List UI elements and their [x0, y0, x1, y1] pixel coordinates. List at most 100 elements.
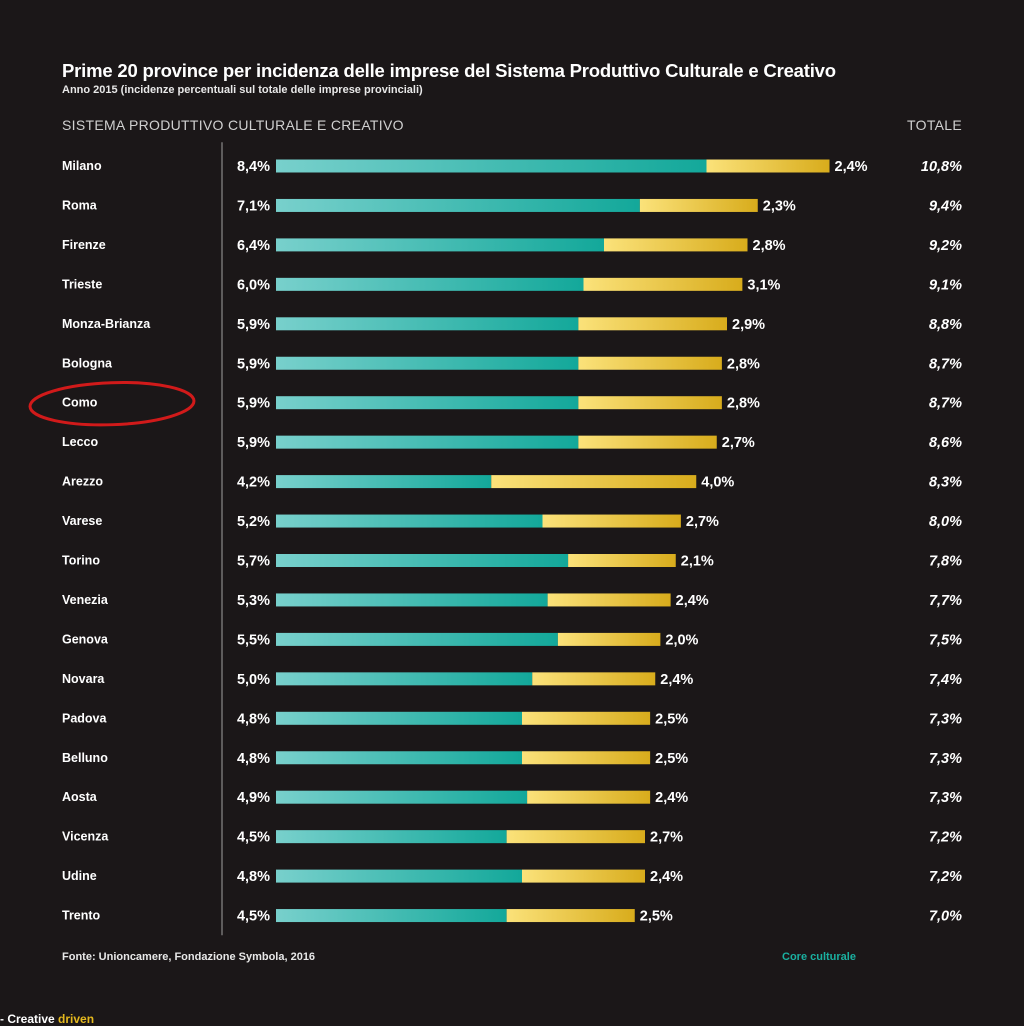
province-label: Torino	[62, 554, 100, 568]
creative-value-label: 2,7%	[722, 435, 755, 451]
core-value-label: 5,5%	[237, 632, 270, 648]
province-label: Como	[62, 396, 98, 410]
source-note: Fonte: Unioncamere, Fondazione Symbola, …	[62, 951, 316, 963]
bar-creative	[557, 632, 661, 646]
creative-value-label: 2,4%	[655, 790, 688, 806]
creative-value-label: 2,4%	[676, 593, 709, 609]
total-value-label: 7,4%	[929, 672, 962, 688]
total-value-label: 8,6%	[929, 435, 962, 451]
total-value-label: 7,0%	[929, 909, 962, 925]
total-value-label: 8,7%	[929, 356, 962, 372]
province-label: Varese	[62, 514, 102, 528]
total-value-label: 7,2%	[929, 869, 962, 885]
total-value-label: 7,3%	[929, 790, 962, 806]
total-value-label: 7,5%	[929, 632, 962, 648]
creative-value-label: 2,1%	[681, 554, 714, 570]
bar-creative	[604, 238, 748, 252]
bar-creative	[583, 277, 743, 291]
section-label: SISTEMA PRODUTTIVO CULTURALE E CREATIVO	[62, 117, 404, 133]
total-value-label: 7,2%	[929, 830, 962, 846]
bar-core	[276, 317, 579, 331]
core-value-label: 4,2%	[237, 475, 270, 491]
core-value-label: 5,3%	[237, 593, 270, 609]
total-value-label: 9,1%	[929, 277, 962, 293]
province-label: Roma	[62, 198, 98, 212]
bar-creative	[522, 869, 645, 883]
bar-creative	[527, 790, 651, 804]
creative-value-label: 2,4%	[650, 869, 683, 885]
bar-creative	[491, 475, 697, 489]
total-value-label: 7,3%	[929, 751, 962, 767]
total-value-label: 8,0%	[929, 514, 962, 530]
province-label: Lecco	[62, 435, 98, 449]
bar-core	[276, 356, 579, 370]
core-value-label: 4,8%	[237, 751, 270, 767]
province-label: Padova	[62, 711, 108, 725]
creative-value-label: 4,0%	[701, 475, 734, 491]
bar-core	[276, 475, 492, 489]
bar-core	[276, 711, 522, 725]
total-column-label: TOTALE	[907, 117, 962, 133]
province-label: Trieste	[62, 277, 102, 291]
province-label: Belluno	[62, 751, 108, 765]
province-label: Monza-Brianza	[62, 317, 151, 331]
creative-value-label: 2,8%	[727, 396, 760, 412]
province-label: Aosta	[62, 790, 98, 804]
bar-creative	[578, 435, 717, 449]
creative-value-label: 2,9%	[732, 317, 765, 333]
core-value-label: 5,9%	[237, 396, 270, 412]
bar-creative	[522, 711, 651, 725]
creative-value-label: 3,1%	[747, 277, 780, 293]
bar-creative	[578, 317, 727, 331]
core-value-label: 5,9%	[237, 317, 270, 333]
core-value-label: 4,9%	[237, 790, 270, 806]
core-value-label: 4,8%	[237, 711, 270, 727]
province-label: Vicenza	[62, 830, 109, 844]
province-label: Udine	[62, 869, 97, 883]
province-label: Bologna	[62, 356, 113, 370]
bar-core	[276, 514, 543, 528]
bar-core	[276, 198, 640, 212]
bar-core	[276, 790, 528, 804]
bar-creative	[542, 514, 681, 528]
core-value-label: 8,4%	[237, 159, 270, 175]
brand-tagline: - Creative driven	[0, 1012, 94, 1026]
brand-part-2: driven	[58, 1012, 95, 1026]
province-label: Trento	[62, 909, 101, 923]
total-value-label: 9,2%	[929, 238, 962, 254]
bar-core	[276, 632, 558, 646]
core-value-label: 5,0%	[237, 672, 270, 688]
total-value-label: 8,3%	[929, 475, 962, 491]
core-value-label: 5,9%	[237, 356, 270, 372]
province-label: Genova	[62, 632, 109, 646]
bar-creative	[568, 554, 676, 567]
creative-value-label: 2,5%	[655, 751, 688, 767]
core-value-label: 4,5%	[237, 830, 270, 846]
province-label: Venezia	[62, 593, 109, 607]
bar-creative	[532, 672, 656, 686]
bar-core	[276, 554, 569, 567]
bar-core	[276, 238, 604, 252]
total-value-label: 7,7%	[929, 593, 962, 609]
brand-part-1: - Creative	[0, 1012, 59, 1026]
bar-creative	[547, 593, 671, 607]
core-value-label: 4,5%	[237, 909, 270, 925]
province-label: Milano	[62, 159, 102, 173]
bar-creative	[578, 396, 722, 410]
province-label: Novara	[62, 672, 105, 686]
core-value-label: 4,8%	[237, 869, 270, 885]
creative-value-label: 2,7%	[650, 830, 683, 846]
creative-value-label: 2,5%	[655, 711, 688, 727]
bar-core	[276, 830, 507, 844]
chart-subtitle: Anno 2015 (incidenze percentuali sul tot…	[62, 84, 423, 96]
chart-title: Prime 20 province per incidenza delle im…	[62, 60, 836, 81]
bar-creative	[506, 909, 635, 923]
bar-creative	[522, 751, 651, 765]
core-value-label: 5,7%	[237, 554, 270, 570]
bar-core	[276, 909, 507, 923]
province-label: Arezzo	[62, 475, 103, 489]
bar-creative	[506, 830, 645, 844]
bar-creative	[706, 159, 830, 173]
creative-value-label: 2,5%	[640, 909, 673, 925]
